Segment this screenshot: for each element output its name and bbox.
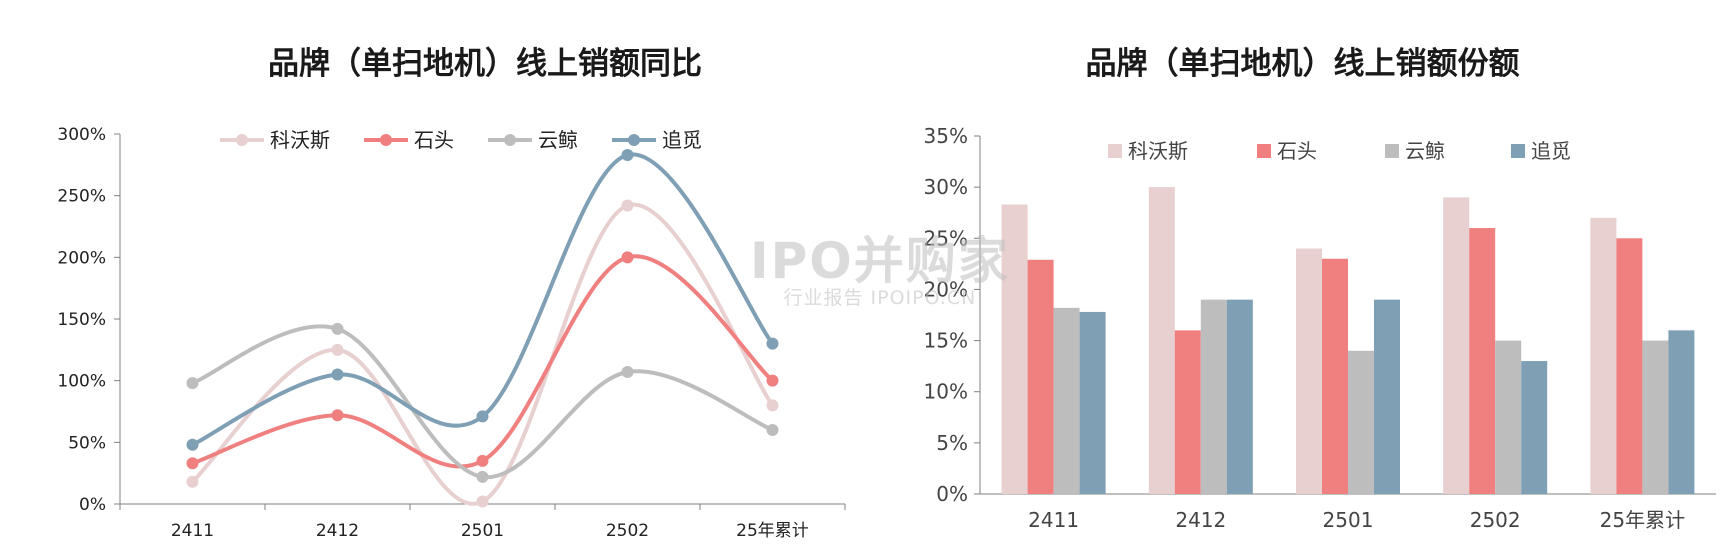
bar-y-tick-label: 10% (924, 380, 968, 404)
bar-series-2 (1053, 307, 1080, 494)
line-x-tick-label: 2412 (316, 521, 359, 541)
bar-series-1 (1469, 228, 1496, 495)
bar-y-tick-label: 35% (924, 124, 968, 148)
line-y-tick-label: 0% (79, 495, 106, 515)
line-point-series-0 (186, 475, 199, 488)
line-point-series-2 (766, 424, 779, 436)
line-point-series-3 (766, 337, 779, 350)
line-legend-marker-1 (380, 134, 392, 146)
bar-x-tick-label: 2502 (1470, 508, 1521, 532)
line-x-tick-label: 25年累计 (736, 521, 809, 541)
line-legend-marker-3 (628, 134, 640, 146)
bar-x-tick-label: 2412 (1175, 508, 1226, 532)
bar-legend-swatch-1 (1257, 144, 1271, 158)
bar-x-tick-label: 25年累计 (1600, 508, 1685, 532)
bar-series-2 (1495, 340, 1522, 494)
bar-legend-label: 云鲸 (1405, 139, 1445, 163)
bar-legend-swatch-3 (1511, 144, 1525, 158)
bar-legend-swatch-0 (1108, 144, 1122, 158)
line-point-series-2 (621, 366, 634, 379)
bar-y-tick-label: 0% (936, 482, 968, 506)
bar-chart-title: 品牌（单扫地机）线上销额份额 (1085, 46, 1520, 82)
bar-series-2 (1200, 299, 1227, 494)
bar-series-3 (1521, 361, 1548, 494)
line-y-tick-label: 200% (57, 248, 106, 268)
line-point-series-0 (766, 399, 779, 412)
bar-legend-label: 科沃斯 (1128, 139, 1188, 163)
bar-series-3 (1079, 311, 1106, 494)
line-point-series-2 (476, 470, 489, 483)
line-y-tick-label: 150% (57, 310, 106, 330)
line-y-tick-label: 300% (57, 125, 106, 145)
line-series-1 (191, 254, 774, 469)
line-point-series-2 (186, 377, 199, 390)
bar-series-1 (1616, 238, 1643, 494)
line-x-tick-label: 2502 (606, 521, 649, 541)
line-point-series-1 (331, 409, 344, 422)
line-legend-label: 云鲸 (538, 128, 578, 152)
line-x-tick-label: 2411 (171, 521, 214, 541)
bar-x-tick-label: 2501 (1323, 508, 1374, 532)
line-point-series-0 (476, 495, 489, 508)
line-point-series-1 (186, 457, 199, 470)
line-point-series-1 (621, 251, 634, 264)
line-point-series-3 (331, 368, 344, 381)
line-y-tick-label: 100% (57, 372, 106, 392)
line-point-series-1 (766, 374, 779, 387)
line-y-tick-label: 250% (57, 187, 106, 207)
bar-series-0 (1148, 187, 1175, 494)
line-legend-marker-2 (504, 134, 516, 146)
line-point-series-3 (476, 410, 489, 423)
line-point-series-3 (621, 148, 634, 161)
bar-series-0 (1296, 248, 1322, 494)
line-x-tick-label: 2501 (461, 521, 504, 541)
bar-series-1 (1027, 259, 1054, 494)
line-legend-label: 追觅 (662, 128, 702, 152)
bar-y-tick-label: 20% (924, 277, 968, 301)
line-legend-label: 石头 (414, 128, 454, 152)
bar-series-3 (1374, 299, 1400, 494)
line-y-tick-label: 50% (68, 433, 106, 453)
line-series-3 (191, 152, 775, 447)
bar-series-3 (1668, 330, 1695, 494)
line-point-series-0 (621, 199, 634, 212)
line-legend-marker-0 (236, 134, 248, 146)
bar-legend-label: 追觅 (1531, 139, 1571, 163)
line-point-series-3 (186, 438, 199, 451)
bar-legend-label: 石头 (1277, 139, 1317, 163)
bar-x-tick-label: 2411 (1028, 508, 1079, 532)
bar-series-0 (1001, 204, 1028, 494)
line-chart-title: 品牌（单扫地机）线上销额同比 (268, 46, 702, 82)
bar-series-0 (1590, 217, 1617, 495)
bar-series-3 (1226, 299, 1253, 494)
bar-series-2 (1642, 340, 1669, 494)
bar-y-tick-label: 30% (924, 175, 968, 199)
line-point-series-0 (331, 343, 344, 356)
bar-y-tick-label: 5% (936, 431, 968, 455)
line-legend-label: 科沃斯 (270, 128, 330, 152)
line-series-0 (191, 202, 775, 506)
bar-y-tick-label: 25% (924, 226, 968, 250)
bar-legend-swatch-2 (1385, 144, 1399, 158)
bar-series-1 (1174, 330, 1201, 494)
line-point-series-1 (476, 454, 489, 467)
bar-series-2 (1348, 350, 1374, 494)
bar-y-tick-label: 15% (924, 329, 968, 353)
bar-series-0 (1443, 197, 1470, 494)
line-point-series-2 (331, 322, 344, 335)
line-series-2 (191, 324, 774, 479)
bar-series-1 (1322, 258, 1348, 494)
